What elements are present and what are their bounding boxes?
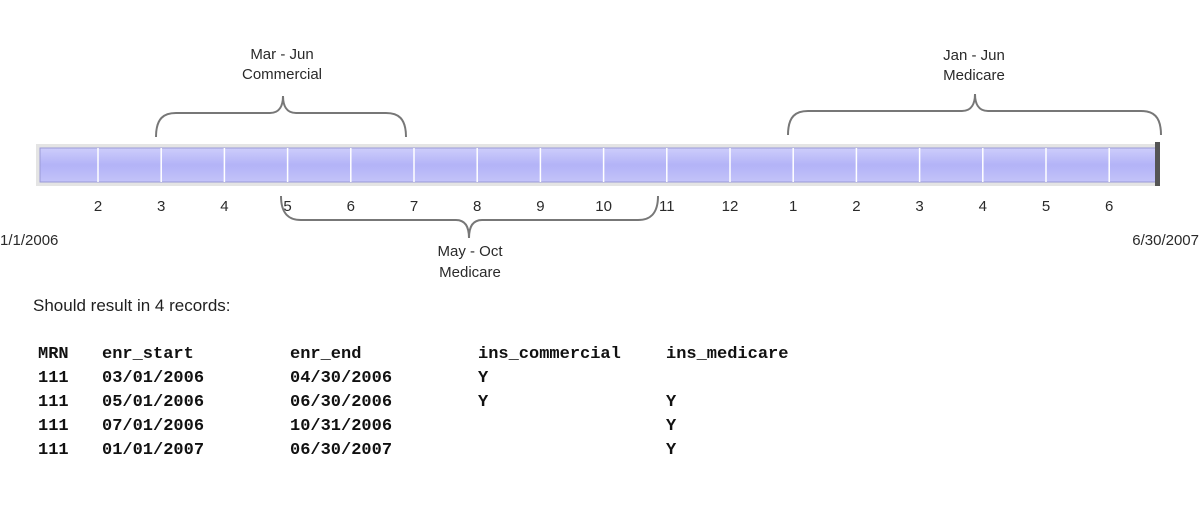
table-row: 111 03/01/2006 04/30/2006 Y (38, 366, 826, 390)
table-row: 111 05/01/2006 06/30/2006 Y Y (38, 390, 826, 414)
cell-ins-commercial (478, 414, 666, 438)
cell-ins-commercial: Y (478, 392, 489, 412)
cell-enr-start: 07/01/2006 (102, 416, 205, 436)
cell-enr-end: 06/30/2007 (290, 440, 393, 460)
month-tick-labels: 2 3 4 5 6 7 8 9 10 11 12 1 2 3 4 5 6 (94, 198, 1114, 215)
col-header-enr-end: enr_end (290, 344, 362, 364)
col-header-ins-commercial: ins_commercial (478, 344, 621, 364)
col-header-ins-medicare: ins_medicare (666, 344, 789, 364)
cell-ins-medicare: Y (666, 392, 677, 412)
cell-enr-start: 03/01/2006 (102, 368, 205, 388)
cell-enr-end: 04/30/2006 (290, 368, 393, 388)
cell-enr-end: 06/30/2006 (290, 392, 393, 412)
col-header-enr-start: enr_start (102, 344, 194, 364)
bracket-mar-jun-line2: Commercial (242, 66, 322, 83)
bracket-may-oct-line2: Medicare (439, 264, 501, 281)
bracket-may-oct-line1: May - Oct (437, 243, 503, 260)
cell-enr-end: 10/31/2006 (290, 416, 393, 436)
cell-mrn: 111 (38, 368, 69, 388)
month-tick-label: 10 (595, 198, 612, 215)
month-tick-label: 6 (1105, 198, 1113, 215)
month-tick-label: 11 (659, 198, 675, 215)
month-tick-label: 9 (536, 198, 544, 215)
cell-ins-commercial: Y (478, 368, 489, 388)
start-date-label: 1/1/2006 (0, 232, 58, 249)
month-tick-label: 3 (157, 198, 165, 215)
bracket-may-oct-medicare: May - Oct Medicare (280, 195, 659, 281)
bracket-mar-jun-line1: Mar - Jun (250, 46, 313, 63)
col-header-mrn: MRN (38, 344, 69, 364)
cell-enr-start: 01/01/2007 (102, 440, 205, 460)
month-tick-label: 3 (915, 198, 923, 215)
month-tick-label: 1 (789, 198, 797, 215)
cell-mrn: 111 (38, 416, 69, 436)
month-tick-label: 4 (220, 198, 228, 215)
result-note: Should result in 4 records: (33, 296, 231, 315)
cell-enr-start: 05/01/2006 (102, 392, 205, 412)
timeline-bar (36, 142, 1160, 186)
cell-ins-medicare: Y (666, 416, 677, 436)
cell-mrn: 111 (38, 392, 69, 412)
cell-ins-commercial (478, 438, 666, 462)
month-tick-label: 4 (979, 198, 987, 215)
table-row: 111 01/01/2007 06/30/2007 Y (38, 438, 826, 462)
enrollment-timeline-diagram: 2 3 4 5 6 7 8 9 10 11 12 1 2 3 4 5 6 1/1/2006 6/30/2007 … (0, 46, 1199, 281)
month-tick-label: 7 (410, 198, 418, 215)
month-tick-label: 12 (722, 198, 739, 215)
cell-ins-medicare: Y (666, 440, 677, 460)
month-dividers (97, 148, 1110, 182)
month-tick-label: 8 (473, 198, 481, 215)
month-tick-label: 5 (283, 198, 291, 215)
month-tick-label: 5 (1042, 198, 1050, 215)
bracket-jan-jun-medicare: Jan - Jun Medicare (787, 47, 1162, 136)
month-tick-label: 2 (852, 198, 860, 215)
bracket-jan-jun-line2: Medicare (943, 67, 1005, 84)
table-header-row: MRN enr_start enr_end ins_commercial ins… (38, 342, 826, 366)
month-tick-label: 6 (347, 198, 355, 215)
cell-mrn: 111 (38, 440, 69, 460)
end-date-label: 6/30/2007 (1132, 232, 1199, 249)
records-table: MRN enr_start enr_end ins_commercial ins… (38, 342, 826, 462)
bracket-mar-jun-commercial: Mar - Jun Commercial (155, 46, 407, 138)
table-row: 111 07/01/2006 10/31/2006 Y (38, 414, 826, 438)
bracket-jan-jun-line1: Jan - Jun (943, 47, 1005, 64)
cell-ins-medicare (666, 366, 826, 390)
month-tick-label: 2 (94, 198, 102, 215)
